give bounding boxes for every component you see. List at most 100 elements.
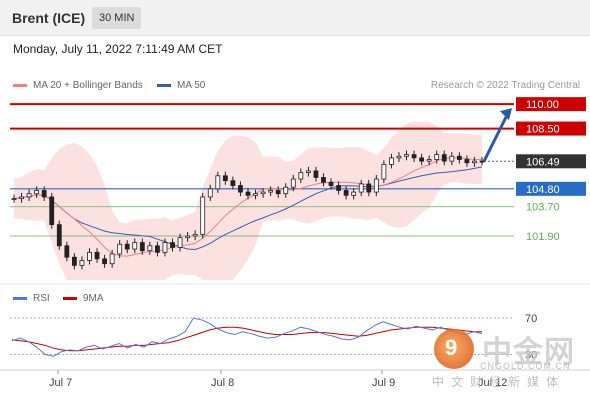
level-label-box: [516, 181, 586, 196]
candle-body: [11, 198, 17, 200]
candle-body: [351, 191, 357, 196]
legend-ma20: MA 20 + Bollinger Bands: [13, 80, 143, 91]
candle-body: [313, 170, 319, 178]
level-label-box: [516, 97, 586, 112]
candle-body: [200, 196, 206, 235]
level-label: 106.49: [526, 156, 560, 168]
candle-body: [109, 253, 115, 265]
projection-arrow: [482, 112, 510, 162]
candle-body: [328, 181, 334, 186]
timestamp: Monday, July 11, 2022 7:11:49 AM CET: [13, 42, 223, 56]
legend-ma50: MA 50: [157, 80, 205, 91]
candle-body: [139, 242, 145, 252]
rsi-ma-swatch: [63, 297, 77, 300]
candle-body: [155, 245, 160, 253]
candle-body: [102, 258, 107, 265]
level-label: 110.00: [526, 99, 559, 111]
candle-body: [441, 154, 447, 162]
x-tick-label: Jul 7: [49, 377, 73, 389]
candle-body: [464, 159, 470, 164]
candle-body: [396, 155, 402, 159]
candle-body: [268, 190, 274, 193]
candle-body: [449, 155, 455, 162]
candle-body: [170, 242, 175, 248]
candle-body: [283, 186, 289, 195]
candle-body: [245, 191, 251, 196]
candle-body: [71, 256, 77, 266]
candle-body: [426, 159, 432, 162]
candle-body: [381, 163, 387, 180]
rsi-ma-label: 9MA: [83, 293, 104, 304]
candle-body: [321, 177, 326, 183]
candle-body: [64, 245, 70, 258]
ma50-swatch: [157, 84, 171, 87]
candle-body: [411, 154, 417, 159]
level-label: 101.90: [526, 231, 560, 243]
candle-body: [456, 155, 462, 160]
watermark-logo: 9 中金网 CNGOLD.COM.CN 中文财经新媒体: [432, 327, 582, 389]
candle-body: [192, 234, 198, 237]
candle-body: [207, 188, 213, 198]
rsi-ma-line: [11, 326, 482, 352]
level-label: 103.70: [526, 202, 560, 214]
ma50-label: MA 50: [177, 80, 206, 91]
candle-body: [366, 183, 372, 193]
candle-body: [124, 243, 130, 250]
legend-rsi-ma: 9MA: [63, 293, 104, 304]
legend-rsi: RSI: [13, 293, 50, 304]
candle-body: [336, 185, 341, 191]
level-label-box: [516, 154, 586, 169]
candle-body: [87, 251, 92, 261]
candle-body: [177, 237, 183, 248]
bollinger-band: [14, 121, 482, 280]
x-tick-label: Jul 12: [478, 377, 508, 389]
rsi-swatch: [13, 297, 27, 300]
rsi-line: [11, 317, 483, 357]
candle-body: [49, 196, 55, 226]
x-tick-label: Jul 8: [211, 377, 235, 389]
candle-body: [162, 242, 168, 253]
x-tick-label: Jul 9: [372, 377, 396, 389]
candle-body: [117, 243, 123, 255]
research-credit: Research © 2022 Trading Central: [430, 80, 580, 91]
candle-body: [358, 183, 364, 193]
candle-body: [41, 190, 47, 198]
candle-body: [230, 180, 236, 186]
rsi-level-label: 70: [525, 313, 537, 325]
candle-body: [389, 157, 394, 165]
candle-body: [472, 160, 477, 164]
level-label: 104.80: [526, 184, 560, 196]
candle-body: [79, 260, 85, 266]
ma20-label: MA 20 + Bollinger Bands: [33, 80, 143, 91]
candle-body: [34, 190, 40, 195]
candle-body: [434, 154, 440, 160]
period-button[interactable]: 30 MIN: [92, 7, 142, 29]
rsi-level-label: 30: [525, 349, 537, 361]
candle-body: [305, 170, 311, 173]
candle-body: [147, 245, 153, 252]
candle-body: [343, 190, 349, 196]
projection-arrowhead: [500, 108, 512, 121]
candle-body: [26, 193, 32, 198]
candle-body: [275, 190, 281, 195]
ma20-swatch: [13, 84, 27, 87]
ma50-line: [13, 166, 483, 250]
candle-body: [19, 196, 24, 199]
candle-body: [419, 157, 425, 162]
instrument-title: Brent (ICE): [12, 10, 86, 26]
candle-body: [479, 160, 485, 163]
rsi-label: RSI: [33, 293, 50, 304]
candle-body: [56, 224, 62, 247]
candle-body: [260, 191, 266, 195]
chart-header: Brent (ICE) 30 MIN: [0, 0, 590, 36]
candle-body: [132, 242, 138, 250]
candle-body: [290, 178, 296, 188]
candle-body: [238, 185, 243, 193]
candle-body: [94, 251, 100, 260]
candle-body: [404, 154, 409, 157]
candle-body: [373, 178, 379, 193]
candle-body: [222, 175, 228, 182]
candle-body: [298, 172, 304, 180]
